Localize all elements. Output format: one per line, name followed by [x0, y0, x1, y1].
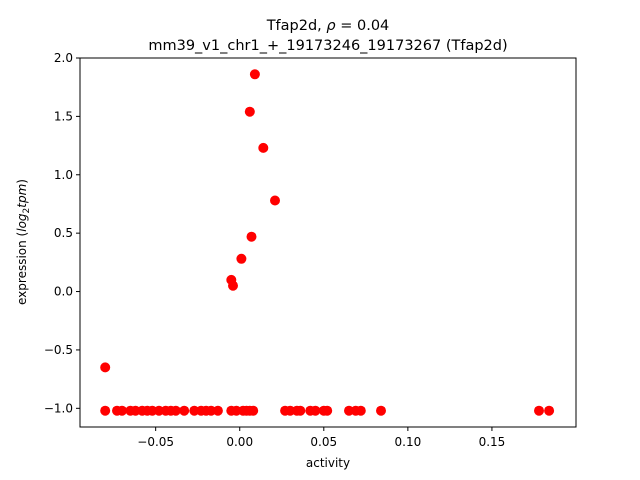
data-point	[179, 405, 190, 416]
y-axis-label: expression (log2tpm)	[15, 179, 32, 305]
data-point	[376, 405, 386, 416]
data-point	[310, 405, 321, 416]
x-tick-label: 0.00	[226, 435, 253, 449]
data-point	[249, 69, 260, 80]
data-point	[246, 231, 257, 242]
data-point	[534, 405, 544, 416]
data-point	[355, 405, 366, 416]
x-axis-label: activity	[306, 456, 350, 470]
x-axis-ticks: −0.05 0.00 0.05 0.10 0.15	[137, 427, 505, 449]
data-point	[295, 405, 306, 416]
y-tick-label: −0.5	[44, 343, 73, 357]
y-tick-label: 1.5	[54, 109, 73, 123]
data-point	[228, 280, 238, 291]
data-point	[212, 405, 223, 416]
y-tick-label: 0.0	[54, 285, 73, 299]
data-point	[117, 405, 127, 416]
chart-title-line1: Tfap2d, ρ = 0.04	[266, 18, 390, 34]
plot-frame	[79, 57, 577, 428]
data-points	[100, 69, 555, 416]
data-point	[544, 405, 555, 416]
data-point	[100, 362, 111, 373]
y-tick-label: 1.0	[54, 168, 73, 182]
data-point	[244, 106, 255, 117]
y-tick-label: 0.5	[54, 226, 73, 240]
y-tick-label: −1.0	[44, 401, 73, 415]
data-point	[100, 405, 111, 416]
plot-area	[80, 58, 576, 427]
data-point	[236, 253, 247, 264]
x-tick-label: 0.10	[395, 435, 422, 449]
x-tick-label: −0.05	[137, 435, 174, 449]
y-axis-ticks: −1.0 −0.5 0.0 0.5 1.0 1.5 2.0	[44, 51, 80, 415]
x-tick-label: 0.15	[479, 435, 506, 449]
data-point	[270, 195, 280, 206]
data-point	[248, 405, 259, 416]
chart-title-line2: mm39_v1_chr1_+_19173246_19173267 (Tfap2d…	[148, 38, 507, 54]
data-point	[170, 405, 181, 416]
data-point	[322, 405, 333, 416]
data-point	[258, 142, 269, 153]
y-tick-label: 2.0	[54, 51, 73, 65]
x-tick-label: 0.05	[310, 435, 337, 449]
